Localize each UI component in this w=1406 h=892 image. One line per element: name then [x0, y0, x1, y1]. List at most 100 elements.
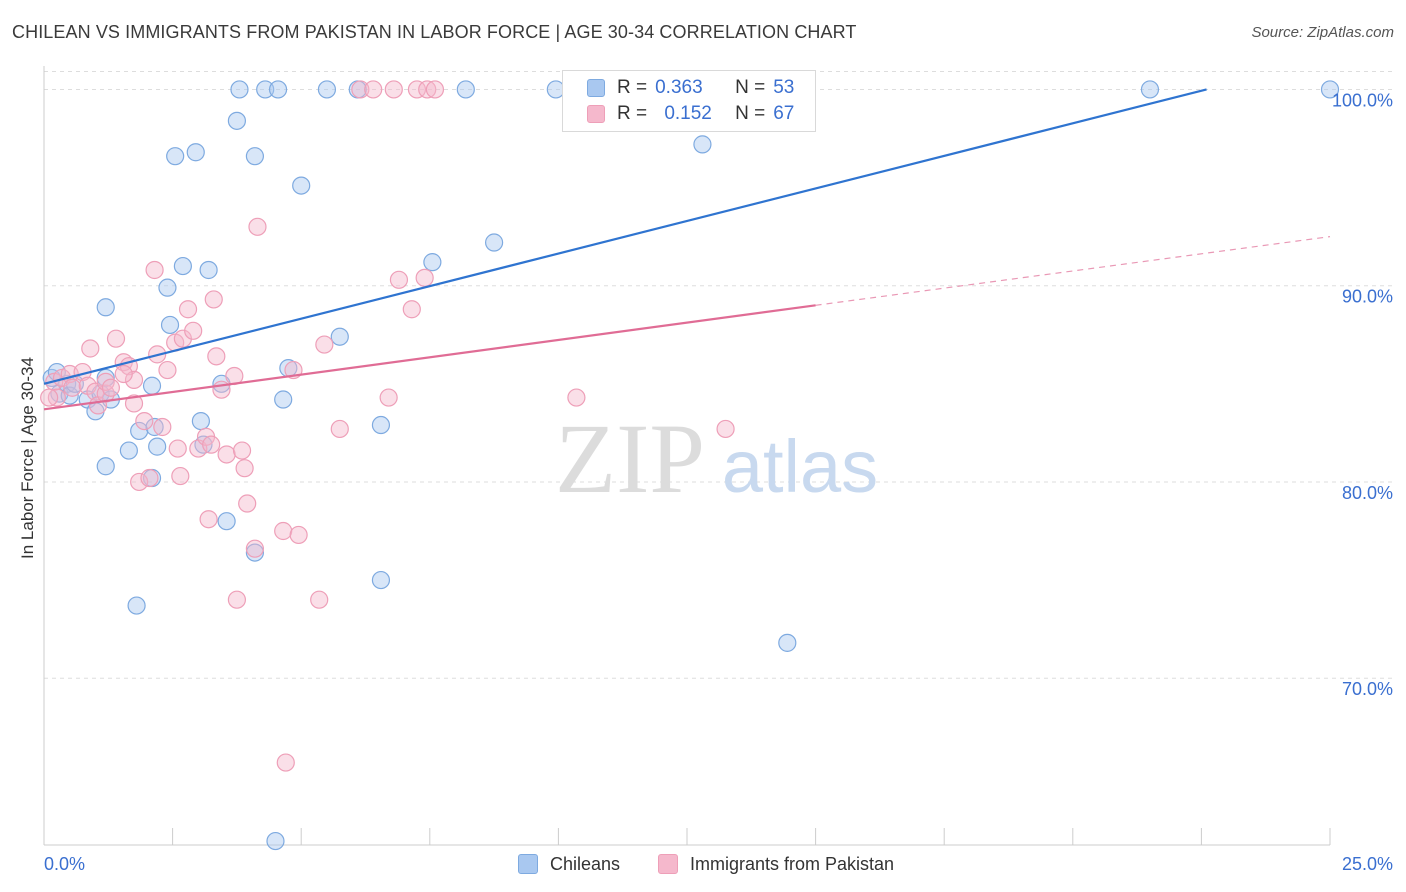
- data-point: [186, 143, 205, 162]
- data-point: [364, 80, 383, 99]
- data-point: [178, 300, 198, 319]
- data-point: [423, 253, 442, 272]
- data-point: [567, 388, 586, 407]
- chart-title: CHILEAN VS IMMIGRANTS FROM PAKISTAN IN L…: [12, 22, 857, 42]
- legend-swatch-pink: [658, 854, 678, 874]
- watermark-atlas: atlas: [722, 425, 878, 508]
- legend-item-chileans[interactable]: Chileans: [518, 852, 620, 876]
- data-point: [693, 135, 712, 154]
- data-point: [227, 590, 246, 609]
- tick-labels: 70.0% 80.0% 90.0% 100.0% 0.0% 25.0%: [44, 90, 1393, 874]
- data-point: [456, 80, 475, 99]
- data-point: [274, 521, 293, 541]
- data-point: [158, 360, 177, 380]
- data-point: [778, 633, 797, 652]
- data-point: [148, 437, 167, 456]
- data-point: [199, 260, 218, 280]
- data-point: [256, 80, 275, 99]
- data-point: [389, 270, 409, 289]
- data-point: [145, 417, 164, 437]
- stats-legend: R = 0.363 N = 53 R = 0.152 N = 67: [562, 70, 816, 132]
- trend-line-chileans: [43, 88, 1207, 385]
- legend-item-pakistan[interactable]: Immigrants from Pakistan: [658, 852, 894, 876]
- data-point: [351, 80, 370, 99]
- data-point: [276, 753, 295, 772]
- y-tick-label: 70.0%: [1342, 679, 1393, 699]
- data-point: [204, 290, 223, 309]
- data-point: [402, 300, 421, 319]
- data-point: [114, 364, 133, 384]
- series-pakistan: [40, 80, 735, 772]
- data-point: [266, 831, 285, 851]
- data-point: [227, 111, 246, 130]
- data-point: [379, 388, 398, 407]
- data-point: [235, 459, 254, 478]
- trend-line-pakistan-extension: [815, 236, 1331, 306]
- data-point: [81, 339, 100, 358]
- data-point: [153, 417, 172, 437]
- data-point: [330, 419, 349, 439]
- axes: [43, 66, 1331, 846]
- data-point: [232, 441, 252, 460]
- grid-lines: [44, 70, 1392, 679]
- data-point: [1140, 80, 1160, 99]
- data-point: [217, 445, 236, 464]
- data-point: [202, 435, 221, 454]
- data-point: [425, 80, 445, 99]
- data-point: [310, 590, 329, 609]
- data-point: [124, 370, 144, 389]
- legend-n-value: 53: [773, 77, 795, 98]
- data-point: [166, 147, 185, 166]
- data-point: [384, 80, 403, 99]
- data-point: [371, 415, 391, 435]
- data-point: [145, 260, 164, 280]
- data-point: [245, 543, 265, 562]
- data-point: [96, 372, 115, 391]
- data-point: [407, 80, 427, 99]
- data-point: [135, 412, 154, 431]
- legend-r-label: R =: [617, 103, 648, 124]
- data-point: [245, 539, 265, 558]
- data-point: [158, 278, 177, 297]
- data-point: [199, 510, 218, 529]
- y-tick-label: 80.0%: [1342, 483, 1393, 503]
- data-point: [238, 494, 257, 513]
- legend-swatch-pink: [587, 105, 605, 123]
- data-point: [173, 256, 192, 276]
- data-point: [130, 472, 149, 492]
- data-point: [248, 217, 267, 236]
- data-point: [47, 388, 66, 407]
- data-point: [127, 596, 146, 615]
- legend-r-value: 0.363: [655, 77, 703, 98]
- x-tick-label: 25.0%: [1342, 854, 1393, 874]
- data-point: [142, 376, 162, 395]
- legend-n-label: N =: [735, 103, 766, 124]
- legend-swatch-blue: [518, 854, 538, 874]
- data-point: [119, 441, 138, 460]
- data-point: [1320, 80, 1340, 99]
- data-point: [96, 298, 115, 317]
- data-point: [217, 512, 236, 531]
- watermark: ZIP atlas: [555, 403, 878, 514]
- data-point: [315, 335, 334, 354]
- legend-row-chileans: R = 0.363 N = 53: [587, 77, 794, 99]
- legend-n-label: N =: [735, 77, 766, 98]
- data-point: [191, 412, 210, 431]
- data-point: [184, 321, 203, 340]
- data-point: [292, 176, 311, 195]
- data-point: [289, 525, 308, 545]
- legend-n-value: 67: [773, 103, 795, 124]
- data-point: [317, 80, 337, 99]
- watermark-zip: ZIP: [555, 403, 705, 514]
- legend-label-chileans: Chileans: [550, 853, 621, 874]
- source-credit: Source: ZipAtlas.com: [1251, 24, 1394, 41]
- x-tick-label: 0.0%: [44, 854, 85, 874]
- data-point: [716, 419, 735, 439]
- data-point: [106, 329, 126, 348]
- data-point: [418, 80, 437, 99]
- data-point: [96, 457, 115, 476]
- y-tick-label: 100.0%: [1332, 90, 1393, 110]
- trend-lines: [43, 88, 1331, 411]
- legend-label-pakistan: Immigrants from Pakistan: [690, 853, 895, 874]
